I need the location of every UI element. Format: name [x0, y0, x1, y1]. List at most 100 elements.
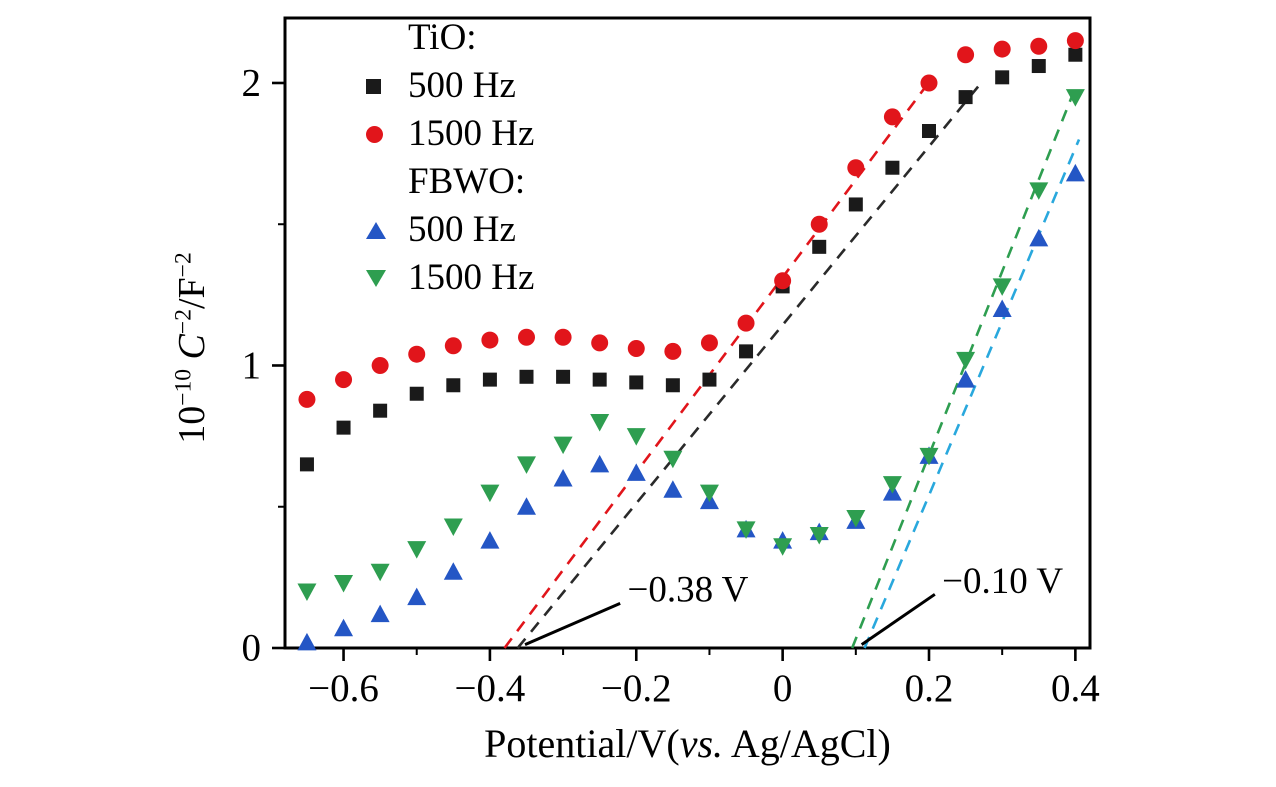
y-label-var-exp: −2	[170, 309, 197, 335]
data-point-triangle-down	[443, 518, 463, 537]
y-label-denom: /F	[171, 277, 213, 310]
data-point-triangle-down	[334, 575, 354, 593]
data-point-triangle-down	[407, 541, 427, 559]
x-label-vs: vs.	[679, 721, 724, 766]
legend-item-label: 500 Hz	[408, 209, 516, 250]
x-label-pre: Potential/V(	[484, 721, 680, 766]
annotation-label: −0.38 V	[627, 570, 748, 611]
legend-item-label: 1500 Hz	[408, 257, 535, 298]
fit-line-tio-500-hz-extrapolation	[516, 84, 980, 649]
legend-marker-cell	[352, 125, 408, 143]
triangle-down-marker-icon	[366, 269, 386, 287]
data-point-triangle-up	[553, 468, 573, 487]
legend-item-fbwo-1500hz: 1500 Hz	[352, 254, 534, 302]
annotation-leader-line	[524, 601, 621, 646]
x-axis: −0.6 −0.4 −0.2 0 0.2 0.4	[308, 648, 1100, 710]
x-tick-label: −0.2	[601, 667, 672, 710]
data-point-triangle-up	[992, 299, 1012, 317]
legend-marker-cell	[352, 221, 408, 239]
data-point-square	[702, 372, 717, 387]
data-point-circle	[335, 371, 353, 389]
data-point-square	[1068, 47, 1083, 62]
y-label-denom-exp: −2	[170, 252, 197, 278]
data-point-triangle-down	[956, 351, 976, 370]
y-tick-label: 0	[242, 627, 262, 670]
x-tick-label: −0.4	[455, 667, 526, 710]
legend-item-label: 1500 Hz	[408, 113, 535, 154]
data-point-circle	[298, 390, 316, 408]
data-point-triangle-down	[663, 450, 683, 469]
data-point-square	[519, 369, 534, 384]
data-point-circle	[920, 74, 938, 92]
data-point-triangle-up	[517, 497, 536, 515]
data-point-triangle-up	[590, 454, 610, 473]
y-label-base: 10	[171, 405, 213, 444]
series-tio-1500-hz	[298, 32, 1084, 408]
annotation-label: −0.10 V	[942, 561, 1063, 602]
data-point-circle	[408, 345, 426, 363]
data-point-triangle-down	[882, 476, 902, 494]
legend-item-tio-500hz: 500 Hz	[352, 62, 534, 110]
data-point-triangle-down	[1029, 182, 1049, 200]
data-point-square	[958, 90, 973, 105]
data-point-triangle-down	[736, 521, 756, 539]
y-tick-label: 1	[242, 344, 262, 387]
legend-marker-cell	[352, 269, 408, 287]
data-point-triangle-down	[919, 447, 939, 466]
data-point-circle	[591, 334, 609, 352]
data-point-triangle-down	[699, 484, 719, 503]
data-point-square	[556, 369, 571, 384]
legend-marker-cell	[352, 78, 408, 94]
x-tick-label: −0.6	[308, 667, 379, 710]
data-point-triangle-up	[370, 604, 390, 623]
fit-line-fbwo-1500-hz-extrapolation	[850, 90, 1076, 649]
data-point-square	[629, 375, 644, 390]
data-point-square	[299, 457, 314, 472]
data-point-triangle-down	[626, 428, 646, 446]
data-point-triangle-down	[773, 538, 793, 556]
data-point-square	[922, 124, 936, 139]
legend-item-tio-1500hz: 1500 Hz	[352, 110, 534, 158]
data-point-triangle-up	[956, 370, 976, 388]
data-point-square	[1031, 59, 1046, 74]
y-label-base-exp: −10	[170, 368, 197, 406]
data-point-square	[739, 344, 754, 359]
data-point-triangle-down	[553, 436, 573, 455]
data-point-square	[482, 372, 497, 387]
data-point-triangle-down	[590, 413, 610, 432]
data-point-triangle-up	[626, 463, 646, 481]
data-point-circle	[664, 342, 682, 360]
data-point-circle	[627, 340, 645, 358]
data-point-circle	[700, 334, 718, 352]
data-point-square	[812, 239, 827, 254]
y-axis-label: 10−10 C−2/F−2	[170, 136, 222, 560]
data-point-triangle-up	[663, 480, 683, 498]
data-point-triangle-down	[992, 278, 1012, 296]
x-axis-label: Potential/V(vs. Ag/AgCl)	[285, 720, 1090, 767]
data-point-square	[409, 386, 424, 401]
data-point-square	[848, 197, 863, 212]
legend-group-title-fbwo: FBWO:	[352, 158, 534, 206]
series-fbwo-1500-hz	[297, 89, 1085, 601]
data-point-circle	[444, 337, 462, 355]
x-label-post: Ag/AgCl)	[723, 721, 891, 766]
legend-group-title-text: FBWO:	[408, 161, 526, 202]
data-point-circle	[554, 328, 572, 346]
fit-line-tio-1500-hz-extrapolation	[503, 76, 934, 649]
data-point-triangle-up	[480, 531, 500, 549]
fit-line-fbwo-500-hz-extrapolation	[863, 138, 1081, 649]
data-point-square	[592, 372, 607, 387]
data-point-circle	[371, 356, 389, 374]
data-point-circle	[810, 215, 828, 233]
data-point-triangle-up	[443, 562, 463, 580]
data-point-triangle-up	[334, 618, 354, 637]
legend-group-title-tio: TiO:	[352, 14, 534, 62]
data-point-triangle-down	[480, 484, 500, 503]
data-point-square	[665, 378, 680, 393]
data-point-square	[373, 403, 388, 418]
legend-item-fbwo-500hz: 500 Hz	[352, 206, 534, 254]
y-tick-label: 2	[242, 61, 262, 104]
annotations: −0.38 V −0.10 V	[524, 561, 1063, 646]
